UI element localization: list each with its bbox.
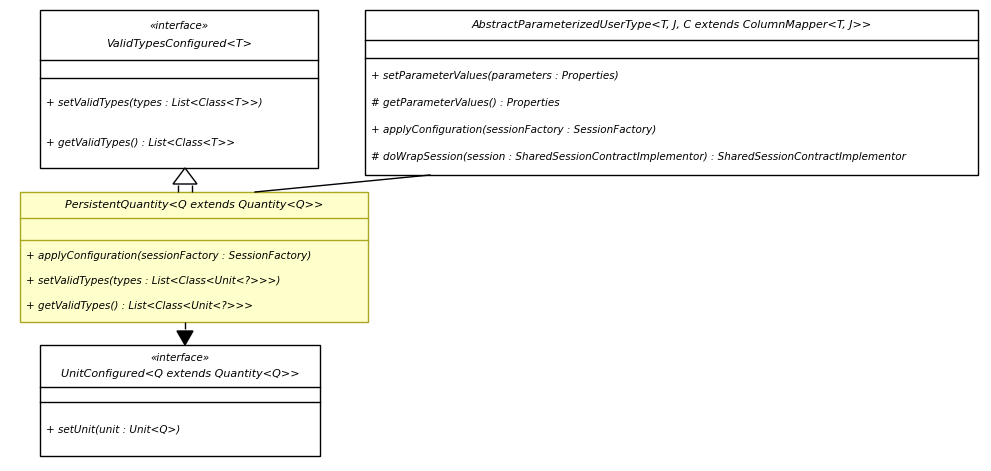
Text: PersistentQuantity<Q extends Quantity<Q>>: PersistentQuantity<Q extends Quantity<Q>… [64,200,323,210]
Text: # getParameterValues() : Properties: # getParameterValues() : Properties [371,98,560,108]
Text: + applyConfiguration(sessionFactory : SessionFactory): + applyConfiguration(sessionFactory : Se… [371,125,656,135]
Bar [40,10,318,168]
Text: + applyConfiguration(sessionFactory : SessionFactory): + applyConfiguration(sessionFactory : Se… [26,251,311,261]
Text: «interface»: «interface» [151,353,209,364]
Text: # doWrapSession(session : SharedSessionContractImplementor) : SharedSessionContr: # doWrapSession(session : SharedSessionC… [371,152,906,162]
Text: + setValidTypes(types : List<Class<Unit<?>>>): + setValidTypes(types : List<Class<Unit<… [26,276,280,286]
Bar [365,10,978,175]
Polygon shape [177,331,193,345]
Polygon shape [173,168,197,184]
Bar [40,345,320,456]
Text: ValidTypesConfigured<T>: ValidTypesConfigured<T> [106,39,252,49]
Text: AbstractParameterizedUserType<T, J, C extends ColumnMapper<T, J>>: AbstractParameterizedUserType<T, J, C ex… [472,20,872,30]
Text: «interface»: «interface» [150,21,208,31]
Text: + setParameterValues(parameters : Properties): + setParameterValues(parameters : Proper… [371,71,618,81]
Bar [20,192,368,322]
Text: + setValidTypes(types : List<Class<T>>): + setValidTypes(types : List<Class<T>>) [46,98,263,108]
Text: + getValidTypes() : List<Class<T>>: + getValidTypes() : List<Class<T>> [46,138,235,147]
Text: + getValidTypes() : List<Class<Unit<?>>>: + getValidTypes() : List<Class<Unit<?>>> [26,301,253,311]
Text: + setUnit(unit : Unit<Q>): + setUnit(unit : Unit<Q>) [46,424,180,434]
Text: UnitConfigured<Q extends Quantity<Q>>: UnitConfigured<Q extends Quantity<Q>> [60,369,299,379]
